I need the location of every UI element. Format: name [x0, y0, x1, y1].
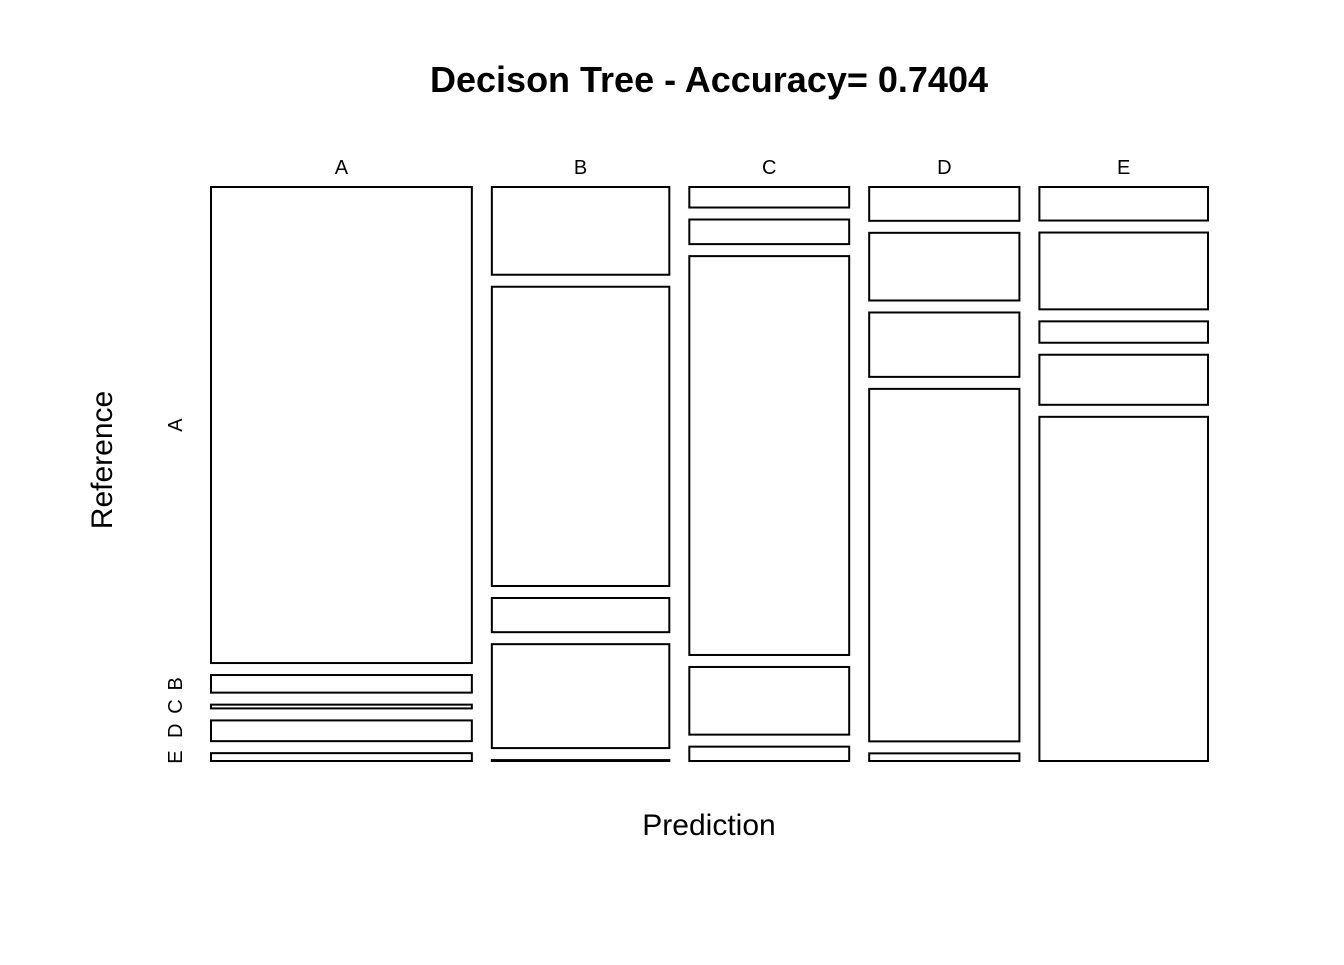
y-tick-label-D: D — [165, 724, 187, 738]
tile-pred-D-ref-E — [868, 752, 1021, 762]
x-tick-labels: A B C D E — [335, 157, 1131, 179]
tile-pred-C-ref-C — [688, 255, 851, 656]
tile-pred-B-ref-A — [490, 186, 671, 276]
tile-pred-C-ref-D — [688, 665, 851, 736]
tile-pred-C-ref-B — [688, 218, 851, 246]
tile-pred-D-ref-A — [868, 186, 1021, 222]
tile-pred-B-ref-D — [490, 643, 671, 750]
tile-pred-D-ref-D — [868, 387, 1021, 743]
tile-pred-A-ref-D — [210, 719, 473, 743]
tile-pred-E-ref-C — [1038, 320, 1210, 344]
x-axis-label: Prediction — [642, 809, 775, 842]
tile-pred-C-ref-E — [688, 745, 851, 763]
tile-pred-D-ref-B — [868, 231, 1021, 302]
y-tick-label-C: C — [165, 699, 187, 713]
tile-pred-B-ref-B — [490, 285, 671, 587]
tile-pred-A-ref-B — [210, 674, 473, 694]
tile-pred-E-ref-D — [1038, 353, 1210, 406]
tile-pred-E-ref-B — [1038, 231, 1210, 311]
y-axis-label: Reference — [86, 391, 119, 529]
tile-pred-A-ref-E — [210, 752, 473, 763]
tile-pred-C-ref-A — [688, 186, 851, 209]
x-tick-label-B: B — [574, 157, 587, 179]
x-tick-label-C: C — [762, 157, 776, 179]
x-tick-label-D: D — [937, 157, 951, 179]
chart-title: Decison Tree - Accuracy= 0.7404 — [430, 59, 988, 100]
y-tick-label-A: A — [165, 418, 187, 432]
mosaic-tiles — [210, 186, 1210, 763]
tile-pred-B-ref-C — [490, 597, 671, 634]
tile-pred-B-ref-E — [490, 759, 671, 763]
x-tick-label-A: A — [335, 157, 349, 179]
x-tick-label-E: E — [1117, 157, 1130, 179]
y-tick-label-E: E — [165, 750, 187, 763]
tile-pred-A-ref-A — [210, 186, 473, 665]
tile-pred-E-ref-A — [1038, 186, 1210, 222]
y-tick-label-B: B — [165, 677, 187, 690]
tile-pred-A-ref-C — [210, 703, 473, 710]
tile-pred-E-ref-E — [1038, 415, 1210, 762]
tile-pred-D-ref-C — [868, 311, 1021, 378]
